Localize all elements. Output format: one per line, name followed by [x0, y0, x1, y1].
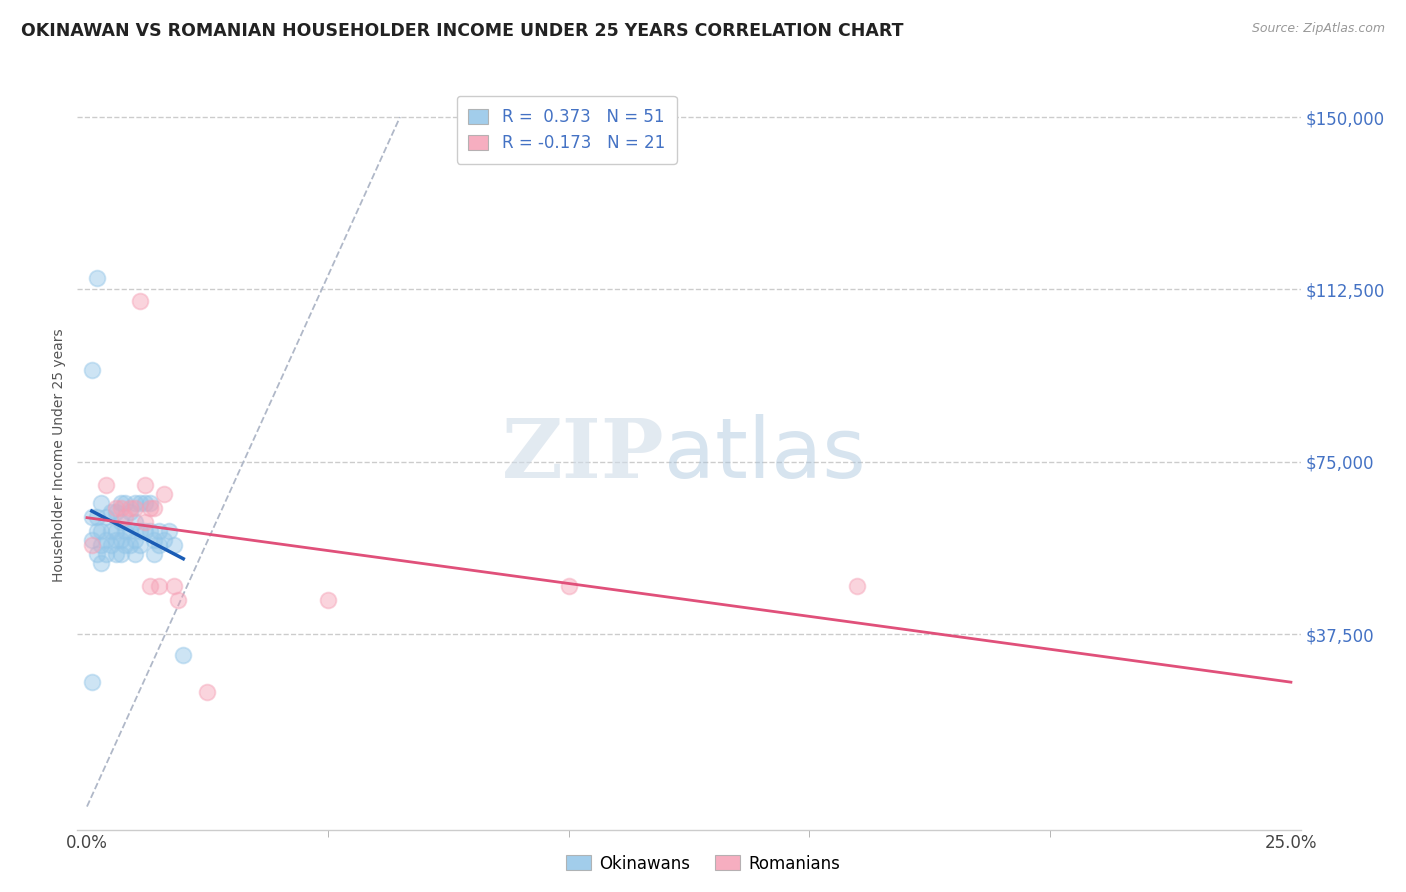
Point — [124, 533, 146, 547]
Point — [86, 510, 108, 524]
Point — [157, 524, 180, 538]
Point — [134, 524, 156, 538]
Point — [124, 496, 146, 510]
Point — [104, 533, 127, 547]
Point — [96, 477, 118, 491]
Point — [100, 537, 122, 551]
Point — [129, 496, 152, 510]
Point — [86, 271, 108, 285]
Point — [846, 579, 869, 593]
Point — [134, 515, 156, 529]
Point — [104, 524, 127, 538]
Point — [124, 547, 146, 561]
Y-axis label: Householder Income Under 25 years: Householder Income Under 25 years — [52, 328, 66, 582]
Point — [129, 537, 152, 551]
Point — [143, 547, 166, 561]
Point — [148, 524, 170, 538]
Point — [80, 675, 103, 690]
Text: OKINAWAN VS ROMANIAN HOUSEHOLDER INCOME UNDER 25 YEARS CORRELATION CHART: OKINAWAN VS ROMANIAN HOUSEHOLDER INCOME … — [21, 22, 904, 40]
Point — [163, 537, 186, 551]
Point — [114, 524, 136, 538]
Legend: Okinawans, Romanians: Okinawans, Romanians — [560, 848, 846, 880]
Point — [104, 500, 127, 515]
Point — [110, 496, 132, 510]
Point — [90, 496, 112, 510]
Point — [80, 537, 103, 551]
Point — [316, 592, 339, 607]
Point — [148, 579, 170, 593]
Point — [120, 500, 142, 515]
Legend: R =  0.373   N = 51, R = -0.173   N = 21: R = 0.373 N = 51, R = -0.173 N = 21 — [457, 96, 676, 164]
Point — [90, 537, 112, 551]
Point — [124, 515, 146, 529]
Point — [80, 510, 103, 524]
Point — [96, 510, 118, 524]
Point — [80, 363, 103, 377]
Point — [557, 579, 579, 593]
Point — [134, 477, 156, 491]
Point — [163, 579, 186, 593]
Point — [104, 505, 127, 519]
Point — [143, 500, 166, 515]
Point — [148, 537, 170, 551]
Point — [120, 524, 142, 538]
Point — [96, 547, 118, 561]
Point — [129, 524, 152, 538]
Point — [138, 579, 160, 593]
Text: ZIP: ZIP — [502, 415, 665, 495]
Point — [110, 533, 132, 547]
Point — [90, 556, 112, 570]
Point — [86, 524, 108, 538]
Point — [114, 496, 136, 510]
Point — [195, 684, 218, 698]
Point — [104, 547, 127, 561]
Point — [90, 524, 112, 538]
Point — [138, 500, 160, 515]
Point — [86, 547, 108, 561]
Point — [143, 533, 166, 547]
Point — [153, 533, 176, 547]
Point — [124, 500, 146, 515]
Text: Source: ZipAtlas.com: Source: ZipAtlas.com — [1251, 22, 1385, 36]
Point — [172, 648, 194, 662]
Point — [114, 537, 136, 551]
Point — [114, 510, 136, 524]
Point — [80, 533, 103, 547]
Text: atlas: atlas — [665, 415, 866, 495]
Point — [167, 592, 190, 607]
Point — [110, 500, 132, 515]
Point — [110, 515, 132, 529]
Point — [110, 547, 132, 561]
Point — [129, 293, 152, 308]
Point — [138, 524, 160, 538]
Point — [138, 496, 160, 510]
Point — [96, 533, 118, 547]
Point — [120, 505, 142, 519]
Point — [120, 537, 142, 551]
Point — [100, 524, 122, 538]
Point — [134, 496, 156, 510]
Point — [153, 487, 176, 501]
Point — [100, 505, 122, 519]
